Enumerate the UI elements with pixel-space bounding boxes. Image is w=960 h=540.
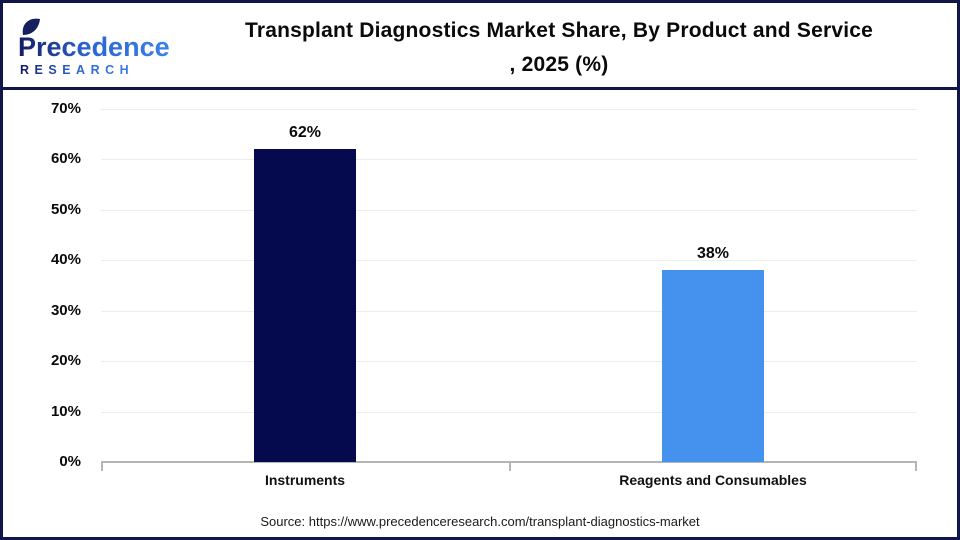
gridline-40 — [101, 260, 917, 262]
y-tick-label-60: 60% — [50, 150, 81, 168]
chart-title: Transplant Diagnostics Market Share, By … — [178, 14, 940, 82]
logo-sub-text: RESEARCH — [20, 63, 134, 77]
y-axis-labels: 0% 10% 20% 30% 40% 50% 60% 70% — [23, 100, 91, 470]
chart-title-line2: , 2025 (%) — [509, 53, 609, 76]
header-divider — [3, 87, 957, 90]
bar-value-label-instruments: 62% — [288, 124, 322, 142]
gridline-70 — [101, 109, 917, 110]
x-axis-line — [101, 461, 917, 463]
gridline-20 — [101, 361, 917, 363]
gridline-60 — [101, 159, 917, 161]
x-axis-labels: Instruments Reagents and Consumables — [101, 472, 917, 492]
x-axis-tick — [101, 463, 103, 471]
chart-title-line1: Transplant Diagnostics Market Share, By … — [245, 19, 873, 42]
gridline-30 — [101, 310, 917, 312]
gridline-10 — [101, 411, 917, 413]
plot-area: 62% 38% — [101, 109, 917, 471]
x-category-label-instruments: Instruments — [264, 472, 346, 488]
source-text: Source: https://www.precedenceresearch.c… — [260, 514, 700, 529]
bar-reagents-and-consumables — [662, 270, 764, 462]
precedence-research-logo: Precedence RESEARCH — [16, 16, 176, 80]
y-tick-label-30: 30% — [50, 301, 81, 319]
x-axis-tick — [509, 463, 511, 471]
y-tick-label-50: 50% — [50, 200, 81, 218]
logo-brand-text: Precedence — [18, 32, 170, 62]
y-tick-label-40: 40% — [50, 251, 81, 269]
gridline-50 — [101, 209, 917, 211]
y-tick-label-20: 20% — [50, 352, 81, 370]
x-category-label-reagents-and-consumables: Reagents and Consumables — [619, 472, 807, 488]
y-tick-label-10: 10% — [50, 402, 81, 420]
bar-instruments — [254, 149, 356, 462]
x-axis-tick — [915, 463, 917, 471]
y-tick-label-70: 70% — [50, 100, 81, 117]
bar-value-label-reagents-and-consumables: 38% — [696, 245, 730, 263]
y-tick-label-0: 0% — [59, 453, 81, 470]
leaf-icon — [22, 18, 40, 35]
header: Precedence RESEARCH Transplant Diagnosti… — [6, 6, 954, 87]
logo-graphic: Precedence RESEARCH — [18, 18, 170, 77]
